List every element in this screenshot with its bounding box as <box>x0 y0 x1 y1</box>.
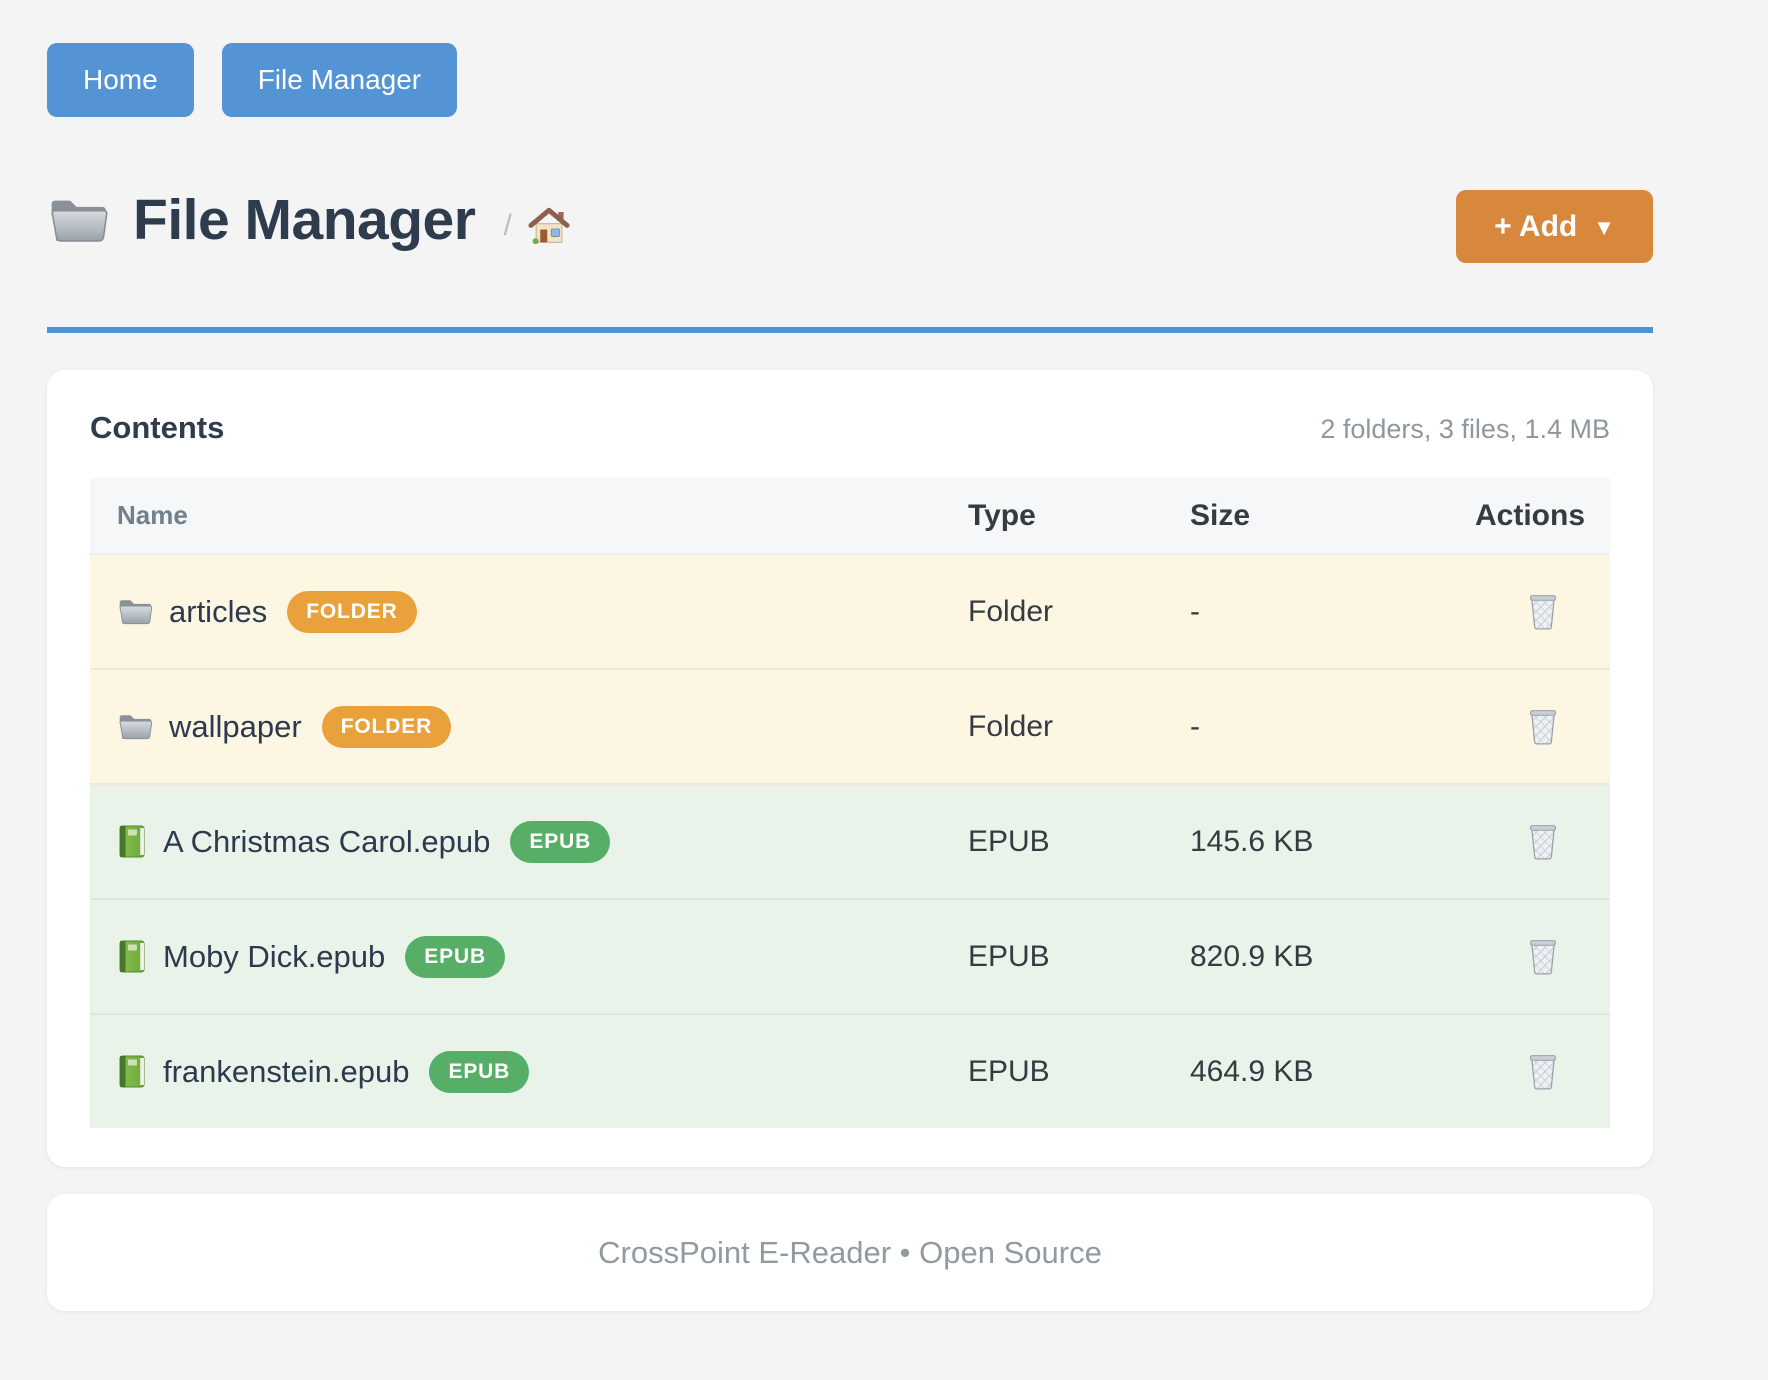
table-row[interactable]: A Christmas Carol.epub EPUB EPUB 145.6 K… <box>90 785 1610 900</box>
folder-icon <box>117 596 153 627</box>
size-cell: 464.9 KB <box>1190 1054 1314 1088</box>
trash-icon <box>1529 594 1556 630</box>
table-header-row: Name Type Size Actions <box>90 478 1610 555</box>
size-cell: 145.6 KB <box>1190 824 1314 858</box>
delete-button[interactable] <box>1523 819 1563 865</box>
green-book-icon <box>117 939 147 974</box>
page-header: File Manager / <box>47 176 570 264</box>
footer-card: CrossPoint E-Reader • Open Source <box>47 1194 1653 1311</box>
breadcrumb-separator: / <box>503 209 512 242</box>
contents-card: Contents 2 folders, 3 files, 1.4 MB Name… <box>47 370 1653 1167</box>
add-button-label: + Add <box>1494 209 1578 243</box>
top-nav: Home File Manager <box>47 43 458 117</box>
caret-down-icon: ▼ <box>1593 214 1615 240</box>
footer-text: CrossPoint E-Reader • Open Source <box>598 1234 1102 1270</box>
file-manager-button[interactable]: File Manager <box>221 43 458 117</box>
contents-summary: 2 folders, 3 files, 1.4 MB <box>1320 414 1610 444</box>
file-name[interactable]: Moby Dick.epub <box>163 938 386 974</box>
type-cell: EPUB <box>968 939 1050 973</box>
table-row[interactable]: Moby Dick.epub EPUB EPUB 820.9 KB <box>90 900 1610 1015</box>
size-cell: 820.9 KB <box>1190 939 1314 973</box>
home-button[interactable]: Home <box>47 43 194 117</box>
epub-badge: EPUB <box>510 820 611 863</box>
delete-button[interactable] <box>1523 704 1563 750</box>
file-name[interactable]: frankenstein.epub <box>163 1053 410 1089</box>
delete-button[interactable] <box>1523 1049 1563 1095</box>
folder-icon <box>117 711 153 742</box>
delete-button[interactable] <box>1523 934 1563 980</box>
column-header-type: Type <box>968 498 1036 532</box>
contents-heading: Contents <box>90 410 225 445</box>
green-book-icon <box>117 824 147 859</box>
size-cell: - <box>1190 594 1200 628</box>
size-cell: - <box>1190 709 1200 743</box>
green-book-icon <box>117 1054 147 1089</box>
type-cell: EPUB <box>968 1054 1050 1088</box>
trash-icon <box>1529 824 1556 860</box>
add-button[interactable]: + Add ▼ <box>1456 190 1653 263</box>
table-row[interactable]: wallpaper FOLDER Folder - <box>90 670 1610 785</box>
type-cell: Folder <box>968 594 1054 628</box>
epub-badge: EPUB <box>429 1050 530 1093</box>
type-cell: Folder <box>968 709 1054 743</box>
type-cell: EPUB <box>968 824 1050 858</box>
epub-badge: EPUB <box>405 935 505 978</box>
page-title: File Manager <box>133 188 476 252</box>
file-name[interactable]: articles <box>169 593 268 629</box>
file-table: Name Type Size Actions articles FOLDER F… <box>90 478 1610 1128</box>
folder-badge: FOLDER <box>321 705 452 748</box>
column-header-actions: Actions <box>1475 498 1586 532</box>
house-icon[interactable] <box>528 206 570 246</box>
trash-icon <box>1529 939 1556 975</box>
trash-icon <box>1529 1054 1556 1090</box>
folder-badge: FOLDER <box>287 590 417 633</box>
title-underline <box>47 327 1653 333</box>
trash-icon <box>1529 709 1556 745</box>
column-header-size: Size <box>1190 498 1251 532</box>
file-name[interactable]: A Christmas Carol.epub <box>163 823 491 859</box>
folder-icon <box>47 193 109 247</box>
table-row[interactable]: frankenstein.epub EPUB EPUB 464.9 KB <box>90 1015 1610 1128</box>
column-header-name: Name <box>117 500 188 530</box>
table-row[interactable]: articles FOLDER Folder - <box>90 555 1610 670</box>
delete-button[interactable] <box>1523 589 1563 635</box>
file-name[interactable]: wallpaper <box>169 708 302 744</box>
